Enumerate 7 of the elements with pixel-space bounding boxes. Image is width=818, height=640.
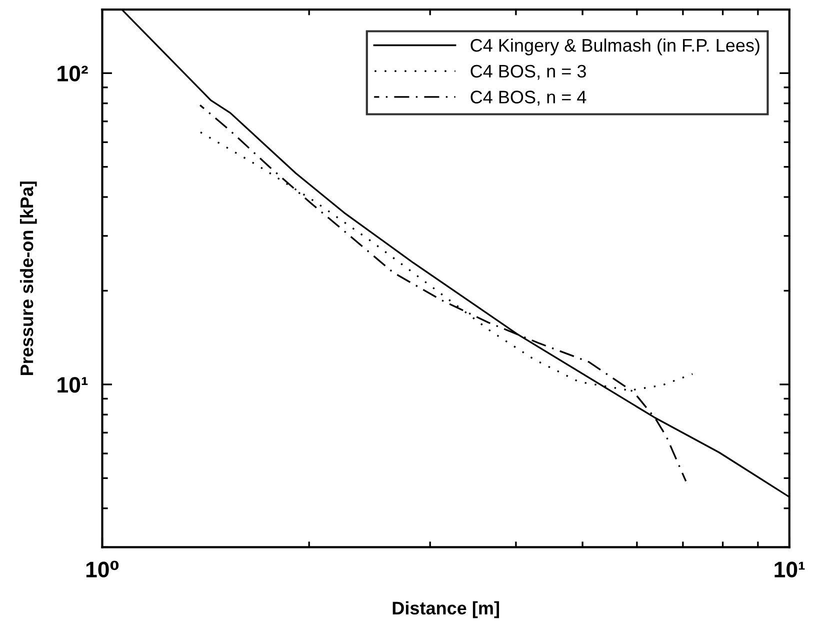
x-tick-label: 10⁰ (86, 560, 119, 578)
legend-label: C4 BOS, n = 4 (470, 90, 586, 106)
x-axis-title: Distance [m] (392, 601, 499, 618)
legend-label: C4 Kingery & Bulmash (in F.P. Lees) (470, 38, 760, 56)
y-axis-title: Pressure side-on [kPa] (20, 182, 37, 376)
y-tick-label: 10² (58, 66, 88, 82)
legend-label: C4 BOS, n = 3 (470, 64, 586, 80)
